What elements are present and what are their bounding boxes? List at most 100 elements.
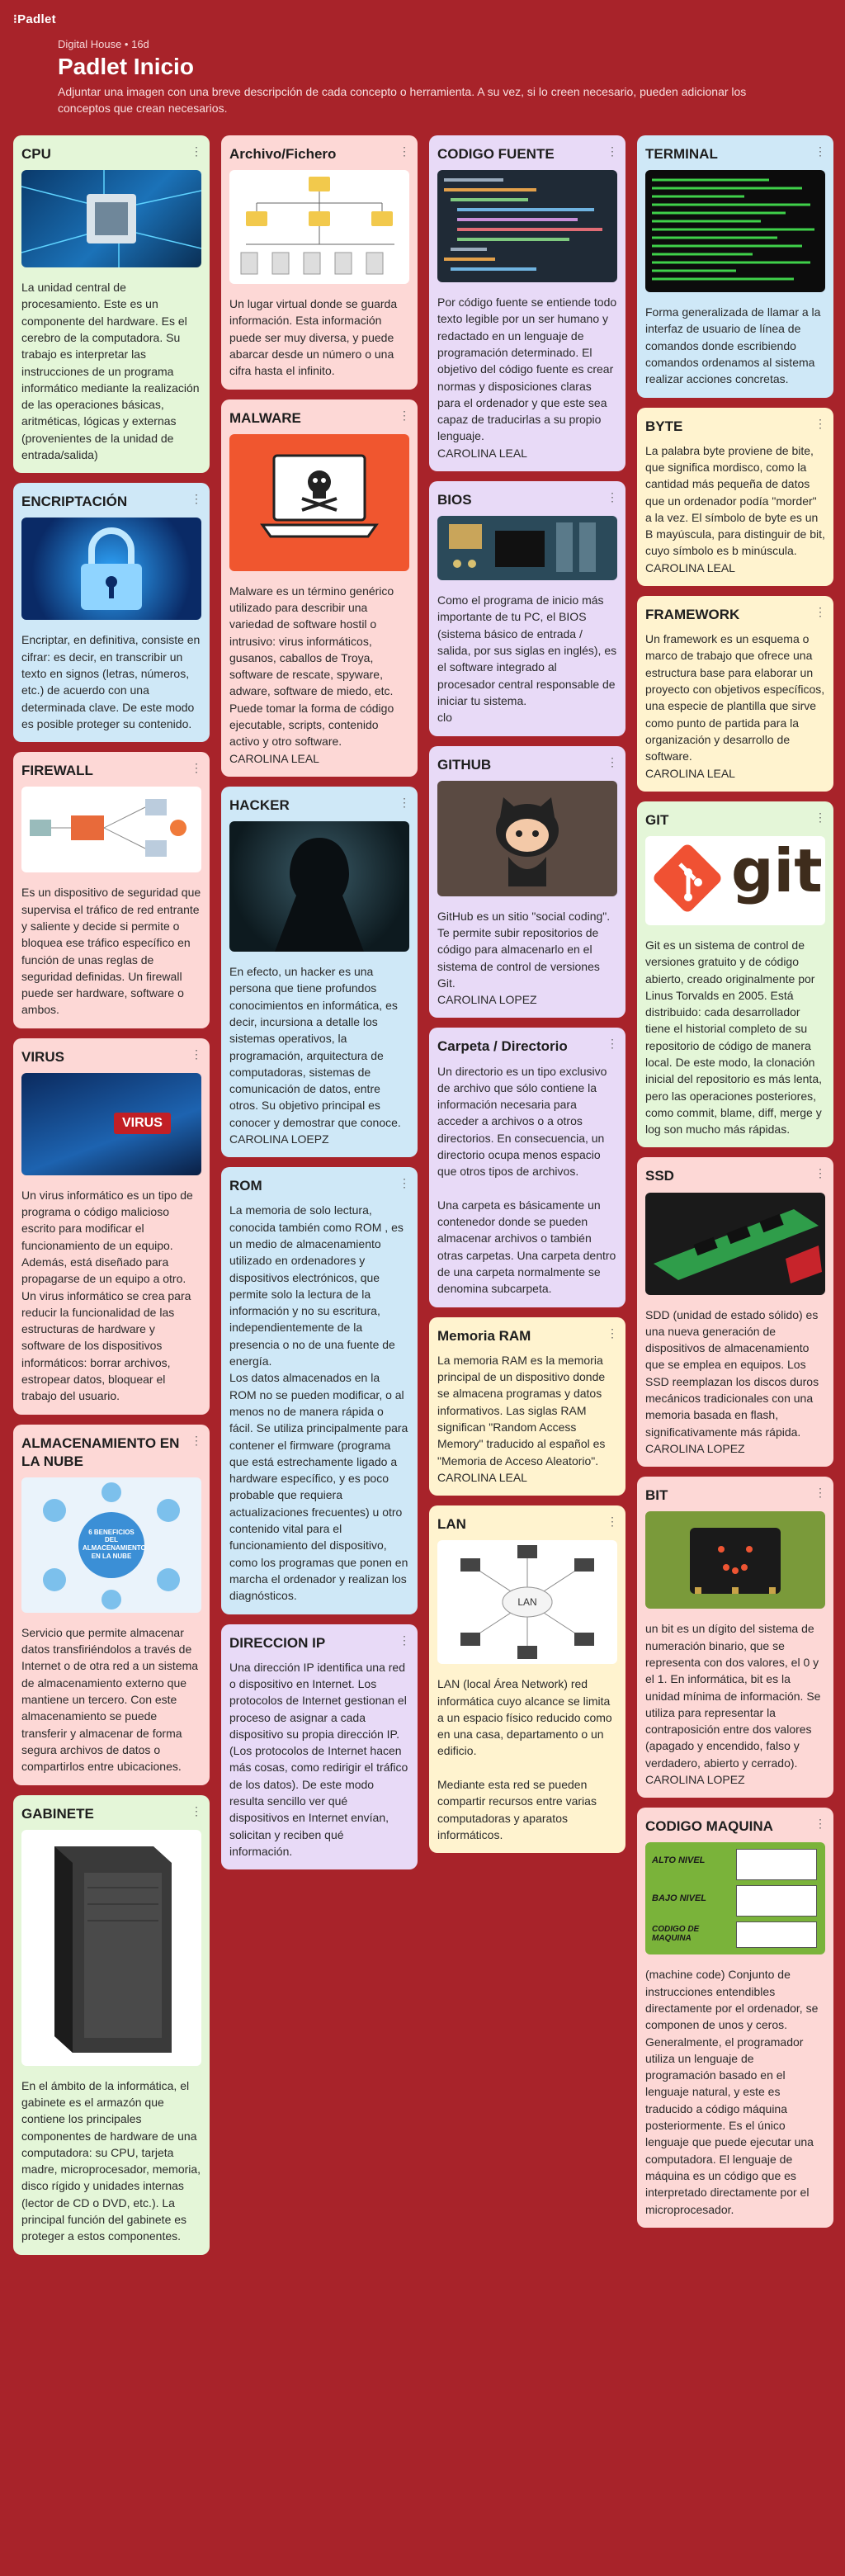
lan-network-image: LAN	[437, 1540, 617, 1665]
post-firewall[interactable]: ⋮ FIREWALL Es un dispositivo de segurida…	[13, 752, 210, 1028]
post-title: MALWARE	[229, 409, 301, 426]
post-cpu[interactable]: ⋮ CPU La unidad central de procesamiento…	[13, 135, 210, 474]
post-terminal[interactable]: ⋮ TERMINAL Forma generalizada de llamar …	[637, 135, 833, 398]
post-github[interactable]: ⋮ GITHUB GitHub es un sitio "social codi…	[429, 745, 625, 1019]
post-body: Por código fuente se entiende todo texto…	[437, 295, 617, 460]
post-title: CPU	[21, 146, 51, 162]
post-title: ALMACENAMIENTO EN LA NUBE	[21, 1435, 180, 1469]
post-title: Memoria RAM	[437, 1327, 531, 1344]
cloud-image-caption: 6 BENEFICIOS DEL ALMACENAMIENTO EN LA NU…	[83, 1528, 146, 1560]
post-rom[interactable]: ⋮ ROM La memoria de solo lectura, conoci…	[221, 1167, 418, 1614]
post-archivo[interactable]: ⋮ Archivo/Fichero Un lugar virtual donde…	[221, 135, 418, 390]
post-body: La palabra byte proviene de bite, que si…	[645, 443, 825, 574]
padlet-logo[interactable]: ⁝Padlet	[13, 12, 56, 26]
file-tree-image	[229, 170, 409, 285]
more-options-icon[interactable]: ⋮	[399, 1633, 410, 1647]
post-ip[interactable]: ⋮ DIRECCION IP Una dirección IP identifi…	[221, 1624, 418, 1870]
post-title: VIRUS	[21, 1048, 64, 1065]
level-label: ALTO NIVEL	[652, 1855, 706, 1866]
post-ram[interactable]: ⋮ Memoria RAM La memoria RAM es la memor…	[429, 1316, 625, 1496]
more-options-icon[interactable]: ⋮	[399, 408, 410, 422]
more-options-icon[interactable]: ⋮	[191, 492, 202, 506]
post-title: ROM	[229, 1178, 262, 1194]
cloud-benefits-image: 6 BENEFICIOS DEL ALMACENAMIENTO EN LA NU…	[21, 1477, 201, 1613]
post-body: SDD (unidad de estado sólido) es una nue…	[645, 1307, 819, 1455]
post-title: GABINETE	[21, 1805, 94, 1822]
post-title: GITHUB	[437, 756, 492, 773]
lan-label: LAN	[517, 1596, 537, 1609]
hacker-image	[229, 821, 409, 952]
post-nube[interactable]: ⋮ ALMACENAMIENTO EN LA NUBE 6 BENEFICIOS…	[13, 1424, 210, 1785]
code-box	[736, 1849, 817, 1881]
more-options-icon[interactable]: ⋮	[607, 490, 618, 504]
more-options-icon[interactable]: ⋮	[399, 144, 410, 158]
post-codigo-maquina[interactable]: ⋮ CODIGO MAQUINA ALTO NIVEL BAJO NIVEL C…	[637, 1808, 833, 2228]
post-title: BIOS	[437, 492, 472, 508]
ssd-image	[645, 1192, 825, 1295]
post-encriptacion[interactable]: ⋮ ENCRIPTACIÓN Encriptar, en definitiva,…	[13, 483, 210, 743]
post-virus[interactable]: ⋮ VIRUS VIRUS Un virus informático es un…	[13, 1037, 210, 1415]
post-body: Encriptar, en definitiva, consiste en ci…	[21, 633, 201, 730]
post-carpeta[interactable]: ⋮ Carpeta / Directorio Un directorio es …	[429, 1028, 625, 1307]
post-framework[interactable]: ⋮ FRAMEWORK Un framework es un esquema o…	[637, 596, 833, 792]
more-options-icon[interactable]: ⋮	[191, 1803, 202, 1817]
post-bios[interactable]: ⋮ BIOS Como el programa de inicio más im…	[429, 481, 625, 736]
microbit-image	[645, 1511, 825, 1609]
more-options-icon[interactable]: ⋮	[607, 1515, 618, 1529]
more-options-icon[interactable]: ⋮	[607, 754, 618, 768]
git-logo-image: git	[645, 835, 825, 925]
post-body: Como el programa de inicio más important…	[437, 593, 617, 725]
post-body: En el ámbito de la informática, el gabin…	[21, 2078, 201, 2243]
more-options-icon[interactable]: ⋮	[191, 1433, 202, 1447]
post-body: Servicio que permite almacenar datos tra…	[21, 1625, 199, 1774]
post-bit[interactable]: ⋮ BIT un bit es un dígito del sistema de…	[637, 1477, 833, 1798]
more-options-icon[interactable]: ⋮	[814, 144, 826, 158]
git-wordmark: git	[731, 835, 823, 905]
more-options-icon[interactable]: ⋮	[191, 1047, 202, 1061]
terminal-screenshot-image	[645, 170, 825, 293]
column-2: ⋮ Archivo/Fichero Un lugar virtual donde…	[221, 135, 418, 1879]
post-codigo-fuente[interactable]: ⋮ CODIGO FUENTE Por código fuente se ent…	[429, 135, 625, 472]
virus-image: VIRUS	[21, 1072, 201, 1175]
column-4: ⋮ TERMINAL Forma generalizada de llamar …	[637, 135, 833, 2238]
post-git[interactable]: ⋮ GIT git Git es un sistema de control d…	[637, 801, 833, 1148]
post-title: BYTE	[645, 418, 683, 434]
padlock-image	[21, 518, 201, 621]
more-options-icon[interactable]: ⋮	[607, 1326, 618, 1340]
post-title: LAN	[437, 1516, 466, 1533]
more-options-icon[interactable]: ⋮	[814, 416, 826, 430]
page-title: Padlet Inicio	[58, 54, 194, 79]
more-options-icon[interactable]: ⋮	[814, 1166, 826, 1180]
more-options-icon[interactable]: ⋮	[814, 1817, 826, 1831]
post-body: Un lugar virtual donde se guarda informa…	[229, 297, 398, 378]
breadcrumb[interactable]: Digital House • 16d	[58, 38, 149, 50]
post-body: Un directorio es un tipo exclusivo de ar…	[437, 1064, 616, 1296]
post-body: Forma generalizada de llamar a la interf…	[645, 305, 821, 386]
more-options-icon[interactable]: ⋮	[814, 605, 826, 619]
more-options-icon[interactable]: ⋮	[814, 1486, 826, 1500]
more-options-icon[interactable]: ⋮	[607, 144, 618, 158]
more-options-icon[interactable]: ⋮	[191, 144, 202, 158]
post-ssd[interactable]: ⋮ SSD SDD (unidad de estado sólido) es u…	[637, 1157, 833, 1468]
post-body: Es un dispositivo de seguridad que super…	[21, 886, 201, 1017]
post-lan[interactable]: ⋮ LAN LAN LAN (local Área Network) red i…	[429, 1505, 625, 1854]
post-body: (machine code) Conjunto de instrucciones…	[645, 1968, 819, 2216]
post-malware[interactable]: ⋮ MALWARE Malware es un término genérico…	[221, 399, 418, 777]
post-hacker[interactable]: ⋮ HACKER En efecto, un hacker es una per…	[221, 786, 418, 1158]
more-options-icon[interactable]: ⋮	[607, 1037, 618, 1051]
post-byte[interactable]: ⋮ BYTE La palabra byte proviene de bite,…	[637, 407, 833, 587]
pc-case-image	[21, 1829, 201, 2066]
board-description: Adjuntar una imagen con una breve descri…	[58, 85, 747, 116]
post-title: HACKER	[229, 796, 290, 813]
post-body: un bit es un dígito del sistema de numer…	[645, 1622, 821, 1786]
more-options-icon[interactable]: ⋮	[399, 795, 410, 809]
more-options-icon[interactable]: ⋮	[814, 810, 826, 824]
level-label: CODIGO DE MAQUINA	[652, 1925, 700, 1944]
more-options-icon[interactable]: ⋮	[399, 1176, 410, 1190]
machine-code-levels-image: ALTO NIVEL BAJO NIVEL CODIGO DE MAQUINA	[645, 1842, 825, 1955]
post-gabinete[interactable]: ⋮ GABINETE En el ámbito de la informátic…	[13, 1794, 210, 2255]
cpu-chip-image	[21, 170, 201, 268]
more-options-icon[interactable]: ⋮	[191, 761, 202, 775]
post-title: CODIGO MAQUINA	[645, 1818, 773, 1835]
octocat-image	[437, 780, 617, 896]
